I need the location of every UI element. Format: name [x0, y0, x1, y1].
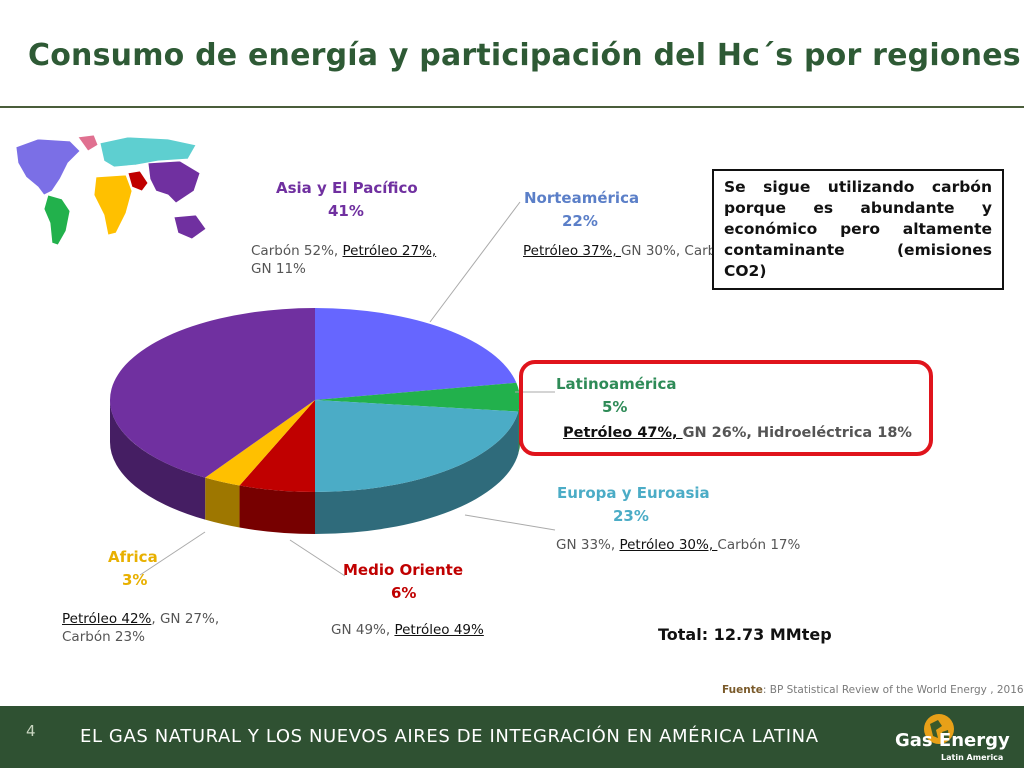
label-europa: Europa y Euroasia 23% — [557, 484, 710, 525]
detail-africa: Petróleo 42%, GN 27%, Carbón 23% — [62, 610, 252, 646]
pie-slice-2 — [315, 400, 519, 492]
detail-eu-2: Carbón 17% — [717, 537, 801, 553]
pie-slice-1 — [315, 382, 520, 412]
label-norteamerica: Norteamérica 22% — [524, 189, 639, 230]
slice-name-europa: Europa y Euroasia — [557, 484, 710, 502]
pie-side-5 — [110, 400, 206, 520]
detail-af-0: Petróleo 42% — [62, 611, 152, 627]
label-africa: Africa 3% — [108, 548, 158, 589]
detail-la-0: Petróleo 47%, — [563, 425, 683, 441]
pie-side-walls — [110, 400, 520, 534]
slice-pct-latinoamerica: 5% — [602, 398, 628, 416]
detail-asia: Carbón 52%, Petróleo 27%, GN 11% — [251, 242, 471, 278]
total-label: Total: 12.73 MMtep — [658, 625, 832, 644]
pie-side-4 — [205, 477, 240, 528]
slice-name-latinoamerica: Latinoamérica — [556, 375, 677, 393]
detail-af-1: , GN 27%, Carbón 23% — [62, 611, 220, 645]
pie-side-3 — [239, 485, 315, 534]
slice-pct-europa: 23% — [613, 507, 649, 525]
pie-side-2 — [315, 411, 519, 534]
detail-asia-0: Carbón 52%, — [251, 243, 343, 259]
pie-slice-3 — [239, 400, 315, 492]
source-citation: Fuente: BP Statistical Review of the Wor… — [722, 684, 1024, 696]
map-region-latin-america — [43, 194, 71, 246]
label-asia: Asia y El Pacífico 41% — [276, 179, 418, 220]
brand-sub: Latin America — [941, 753, 1004, 762]
gas-energy-logo: Gas Energy Latin America — [895, 714, 1010, 766]
detail-eu-1: Petróleo 30%, — [619, 537, 718, 553]
footer-title: EL GAS NATURAL Y LOS NUEVOS AIRES DE INT… — [80, 726, 819, 747]
slice-pct-asia: 41% — [328, 202, 364, 220]
source-text: : BP Statistical Review of the World Ene… — [762, 684, 1024, 696]
map-region-asia-pacific — [147, 160, 207, 240]
footer-bar — [0, 706, 1024, 768]
regional-energy-pie-chart — [109, 308, 520, 534]
pie-slice-0 — [315, 308, 517, 400]
detail-medio-oriente: GN 49%, Petróleo 49% — [331, 621, 484, 639]
source-label: Fuente — [722, 684, 763, 696]
map-region-africa — [93, 174, 133, 236]
coal-note-box: Se sigue utilizando carbón porque es abu… — [712, 169, 1004, 290]
detail-me-0: GN 49%, — [331, 622, 395, 638]
slice-name-medio-oriente: Medio Oriente — [343, 561, 463, 579]
slice-name-norteamerica: Norteamérica — [524, 189, 640, 207]
detail-asia-1: Petróleo 27%, — [342, 243, 437, 259]
detail-la-1: GN 26%, Hidroeléctrica 18% — [682, 425, 912, 441]
map-region-middle-east — [127, 170, 149, 192]
page-title: Consumo de energía y participación del H… — [28, 38, 1021, 73]
brand-name: Gas Energy — [895, 730, 1010, 751]
detail-latinoamerica: Petróleo 47%, GN 26%, Hidroeléctrica 18% — [563, 425, 912, 441]
world-map-regions — [15, 134, 207, 246]
detail-europa: GN 33%, Petróleo 30%, Carbón 17% — [556, 536, 800, 554]
detail-asia-2: GN 11% — [251, 261, 306, 277]
slice-name-asia: Asia y El Pacífico — [276, 179, 418, 197]
detail-eu-0: GN 33%, — [556, 537, 620, 553]
slice-name-africa: Africa — [108, 548, 158, 566]
label-latinoamerica: Latinoamérica 5% — [556, 375, 676, 416]
slice-pct-africa: 3% — [122, 571, 148, 589]
label-medio-oriente: Medio Oriente 6% — [343, 561, 463, 602]
slice-pct-medio-oriente: 6% — [391, 584, 417, 602]
detail-na-0: Petróleo 37%, — [523, 243, 621, 259]
map-region-north-america — [15, 138, 81, 196]
pie-slice-5 — [109, 308, 315, 478]
title-divider — [0, 106, 1024, 108]
map-region-europe-eurasia — [99, 136, 197, 168]
page-number: 4 — [26, 722, 36, 740]
globe-icon — [924, 714, 954, 744]
map-region-greenland — [77, 134, 99, 152]
pie-top — [109, 308, 520, 492]
slice-pct-norteamerica: 22% — [562, 212, 598, 230]
latinoamerica-highlight-box — [519, 360, 933, 456]
detail-me-1: Petróleo 49% — [394, 622, 484, 638]
pie-slice-4 — [205, 400, 315, 486]
